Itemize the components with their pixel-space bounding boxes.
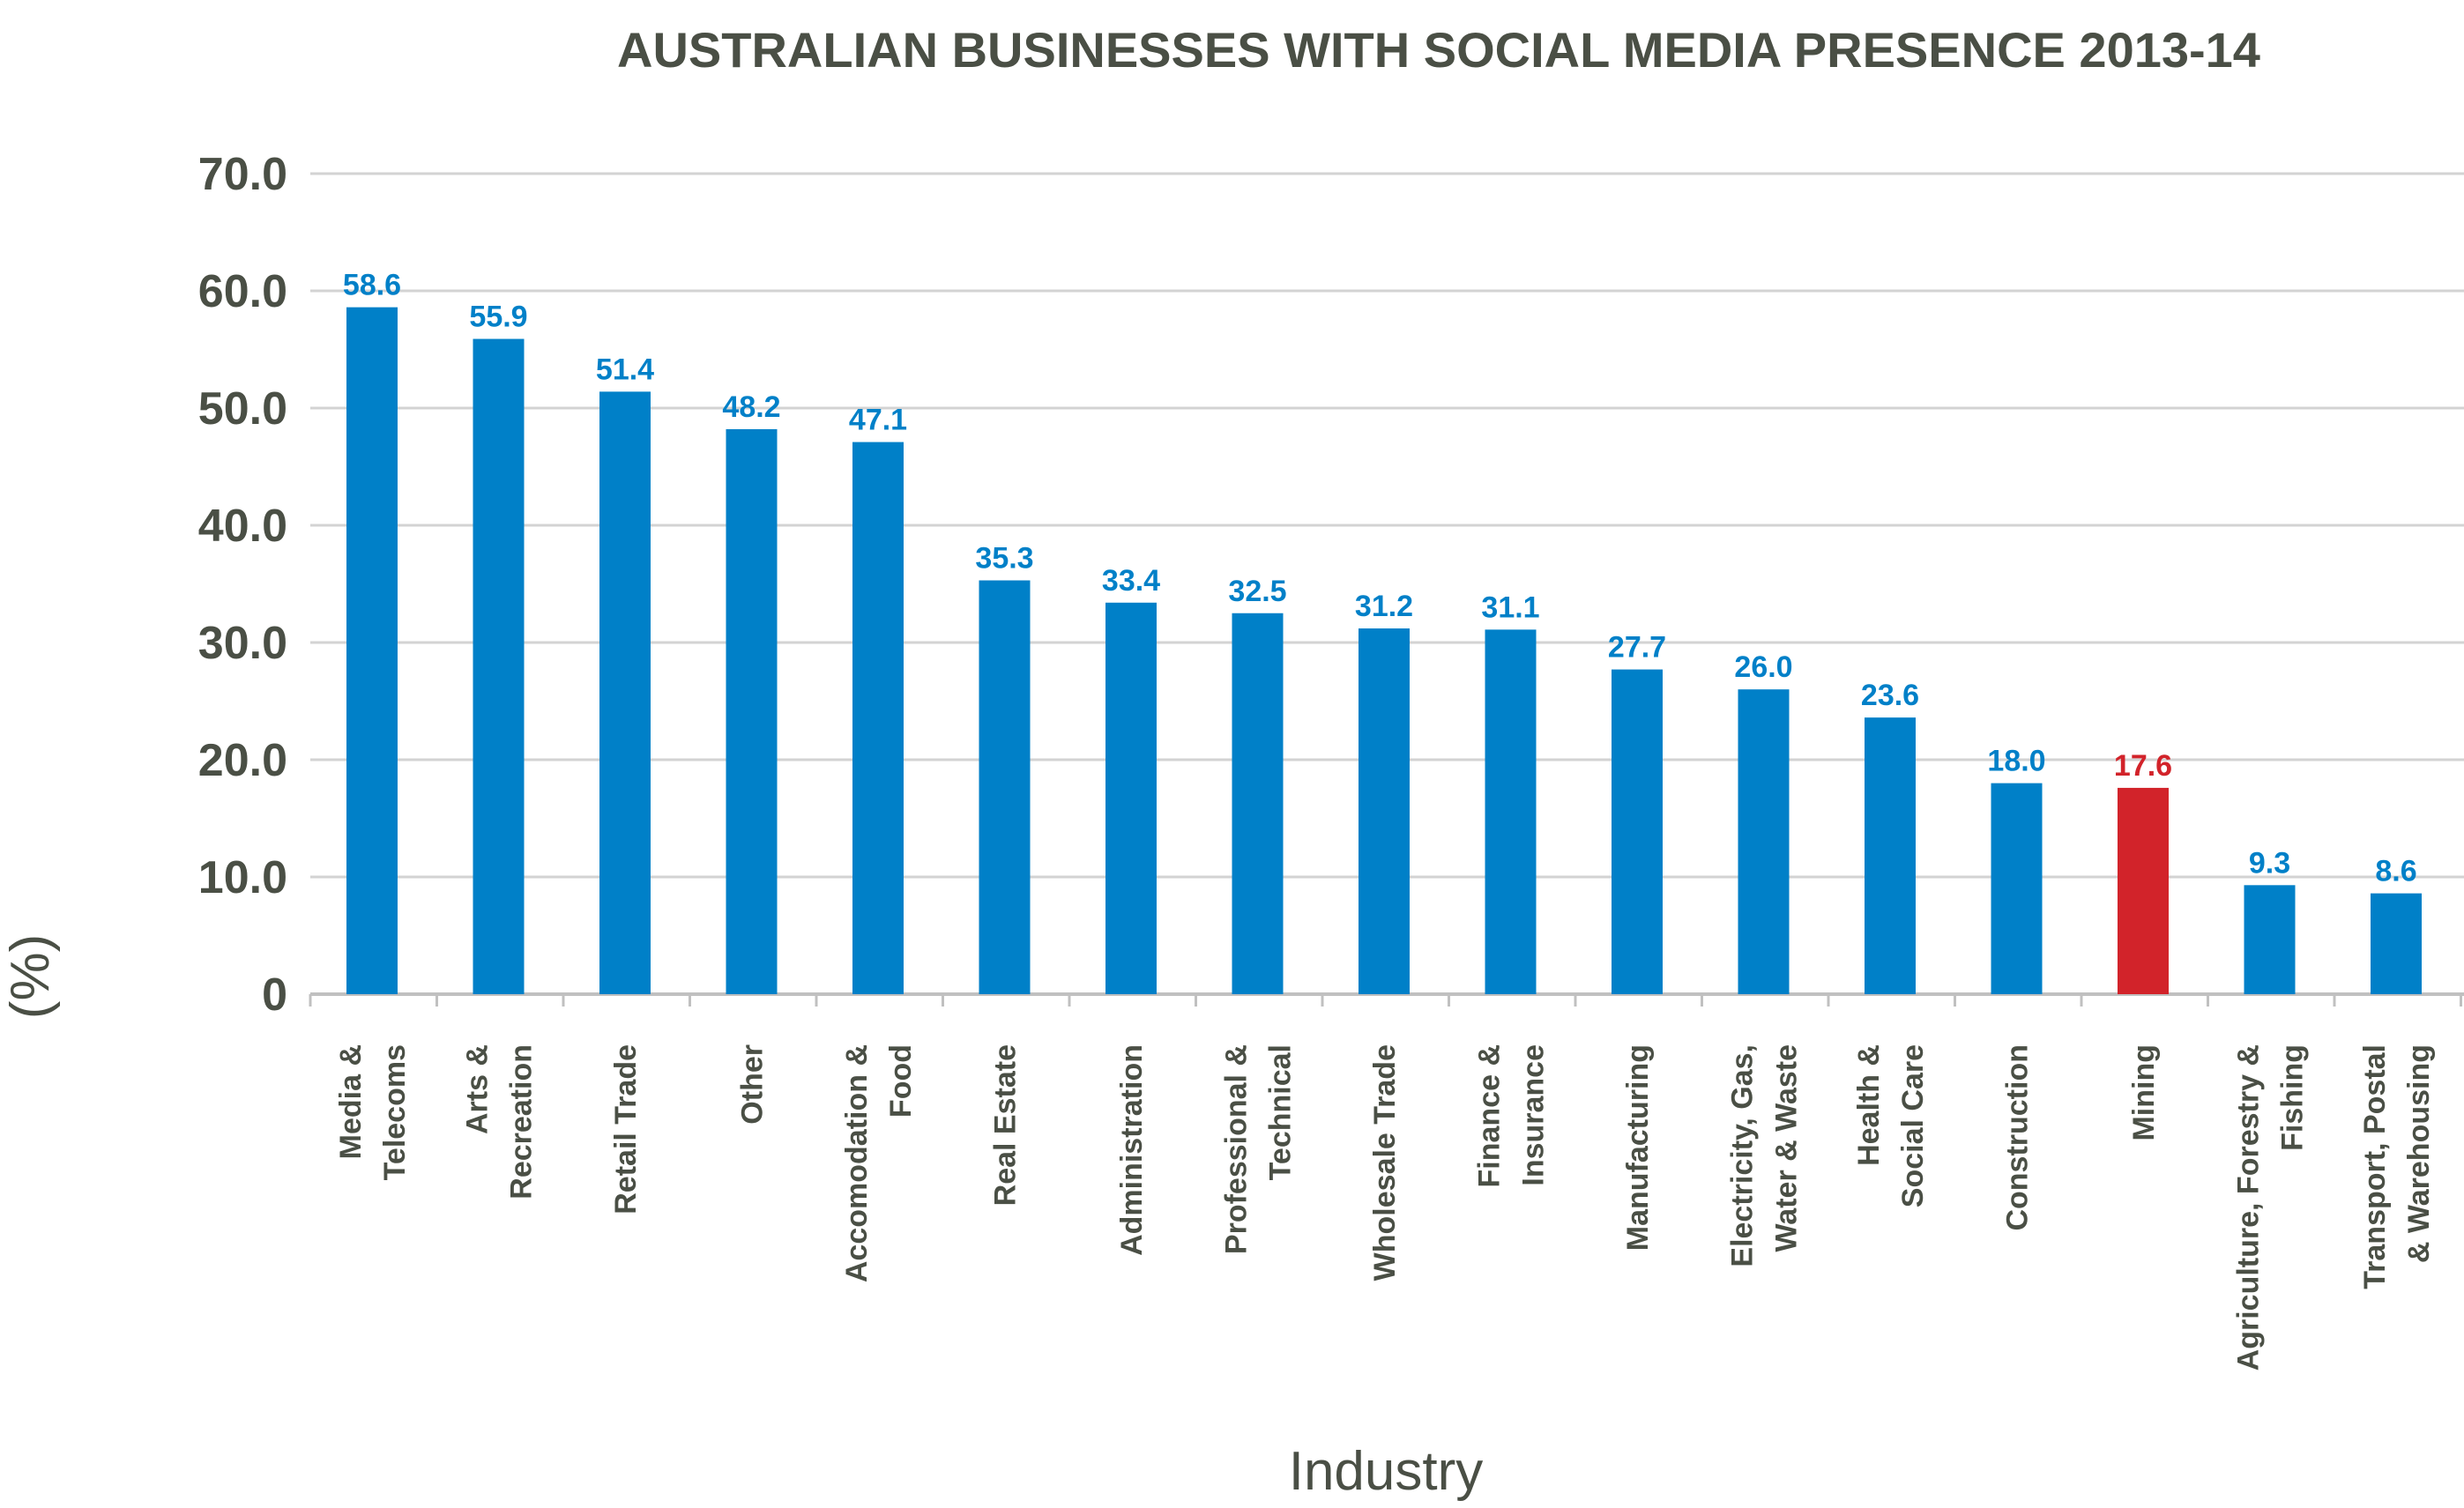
bar — [346, 307, 398, 994]
bar — [473, 338, 525, 994]
x-tick-label: Other — [736, 1044, 770, 1125]
chart-title: AUSTRALIAN BUSINESSES WITH SOCIAL MEDIA … — [617, 22, 2260, 78]
bar — [1232, 613, 1284, 994]
bar — [1738, 689, 1790, 994]
x-tick-label: Transport, Postal & Warehousing — [2358, 1044, 2436, 1289]
y-tick-label: 0 — [262, 969, 287, 1021]
x-tick-label-line: Health & — [1852, 1044, 1886, 1166]
bar — [1359, 628, 1410, 994]
data-label: 33.4 — [1102, 564, 1160, 598]
x-tick-label-line: Technical — [1264, 1044, 1298, 1180]
data-label: 58.6 — [343, 269, 401, 302]
y-tick-label: 50.0 — [198, 383, 287, 435]
x-tick-label: Retail Trade — [609, 1044, 643, 1215]
x-tick-label: Media & Telecoms — [334, 1044, 412, 1180]
bar — [2371, 893, 2422, 994]
x-tick-label-line: & Warehousing — [2402, 1044, 2436, 1263]
x-tick-label: Accomodation & Food — [840, 1044, 918, 1282]
x-tick-label-line: Fishing — [2276, 1044, 2310, 1151]
x-tick-label: Health & Social Care — [1852, 1044, 1930, 1207]
data-label: 23.6 — [1861, 679, 1919, 712]
x-tick-label-line: Real Estate — [989, 1044, 1023, 1206]
x-tick-label-line: Arts & — [461, 1044, 495, 1134]
x-tick-label: Administration — [1115, 1044, 1149, 1256]
x-tick-label: Construction — [2001, 1044, 2035, 1231]
bar — [2244, 885, 2296, 994]
x-tick-label: Real Estate — [989, 1044, 1023, 1206]
x-tick-label-line: Mining — [2127, 1044, 2161, 1141]
x-tick-label: Finance & Insurance — [1473, 1044, 1551, 1187]
x-tick-label-line: Electricity, Gas, — [1726, 1044, 1760, 1267]
x-tick-label-line: Construction — [2001, 1044, 2035, 1231]
x-tick-label-line: Manufacturing — [1621, 1044, 1655, 1251]
x-tick-label: Arts & Recreation — [461, 1044, 539, 1200]
x-tick-label: Mining — [2127, 1044, 2161, 1141]
data-label: 31.2 — [1355, 590, 1413, 623]
x-tick-label-line: Professional & — [1220, 1044, 1254, 1254]
y-tick-label: 10.0 — [198, 852, 287, 903]
x-tick-label-line: Finance & — [1473, 1044, 1507, 1187]
x-tick-label-line: Media & — [334, 1044, 368, 1159]
x-tick-label-line: Recreation — [505, 1044, 539, 1200]
x-tick-label: Wholesale Trade — [1368, 1044, 1402, 1281]
y-tick-label: 40.0 — [198, 501, 287, 552]
data-label: 35.3 — [975, 542, 1033, 576]
bar — [1865, 717, 1916, 994]
x-tick-label: Agriculture, Forestry & Fishing — [2232, 1044, 2310, 1371]
bar — [1612, 669, 1663, 994]
x-tick-label-line: Insurance — [1517, 1044, 1551, 1186]
data-label: 48.2 — [722, 390, 780, 424]
y-tick-label: 60.0 — [198, 266, 287, 317]
data-label: 47.1 — [849, 404, 907, 437]
y-axis-ticks: 0 10.0 20.0 30.0 40.0 50.0 60.0 70.0 — [198, 149, 287, 1021]
bar — [852, 442, 904, 994]
x-tick-label-line: Food — [884, 1044, 918, 1118]
x-tick-label-line: Telecoms — [378, 1044, 412, 1180]
x-axis-labels: Media & Telecoms Arts & Recreation Retail Tr… — [334, 1044, 2436, 1371]
data-label: 32.5 — [1228, 575, 1286, 608]
data-label: 8.6 — [2375, 855, 2416, 888]
bar — [1991, 783, 2043, 994]
x-tick-label-line: Social Care — [1896, 1044, 1930, 1207]
x-tick-label-line: Water & Waste — [1770, 1044, 1804, 1252]
y-axis-title: (%) — [0, 934, 61, 1019]
data-label: 17.6 — [2114, 749, 2172, 783]
bar — [599, 391, 651, 994]
x-tick-label-line: Wholesale Trade — [1368, 1044, 1402, 1281]
bars — [346, 307, 2422, 994]
bar — [1105, 602, 1157, 994]
x-tick-label-line: Retail Trade — [609, 1044, 643, 1215]
data-label: 27.7 — [1608, 631, 1666, 665]
data-labels: 58.6 55.9 51.4 48.2 47.1 35.3 33.4 32.5 31.2 31.1… — [343, 269, 2417, 888]
x-axis-title: Industry — [1289, 1441, 1484, 1502]
data-label: 51.4 — [596, 353, 654, 386]
bar — [979, 580, 1031, 994]
x-tick-label: Electricity, Gas, Water & Waste — [1726, 1044, 1804, 1267]
x-tick-label-line: Administration — [1115, 1044, 1149, 1256]
x-tick-label-line: Agriculture, Forestry & — [2232, 1044, 2266, 1371]
y-tick-label: 70.0 — [198, 149, 287, 200]
x-tick-label-line: Accomodation & — [840, 1044, 874, 1282]
y-tick-label: 30.0 — [198, 618, 287, 669]
bar — [2118, 787, 2169, 994]
data-label: 18.0 — [1987, 745, 2045, 778]
data-label: 26.0 — [1734, 650, 1792, 684]
x-tick-label-line: Other — [736, 1044, 770, 1125]
data-label: 55.9 — [469, 301, 527, 334]
y-tick-label: 20.0 — [198, 735, 287, 786]
data-label: 9.3 — [2249, 846, 2290, 880]
bar — [1485, 629, 1537, 994]
gridlines — [309, 172, 2464, 1007]
x-tick-label: Professional & Technical — [1220, 1044, 1298, 1254]
data-label: 31.1 — [1481, 591, 1539, 624]
bar — [726, 428, 778, 994]
x-tick-label-line: Transport, Postal — [2358, 1044, 2392, 1289]
x-tick-label: Manufacturing — [1621, 1044, 1655, 1251]
